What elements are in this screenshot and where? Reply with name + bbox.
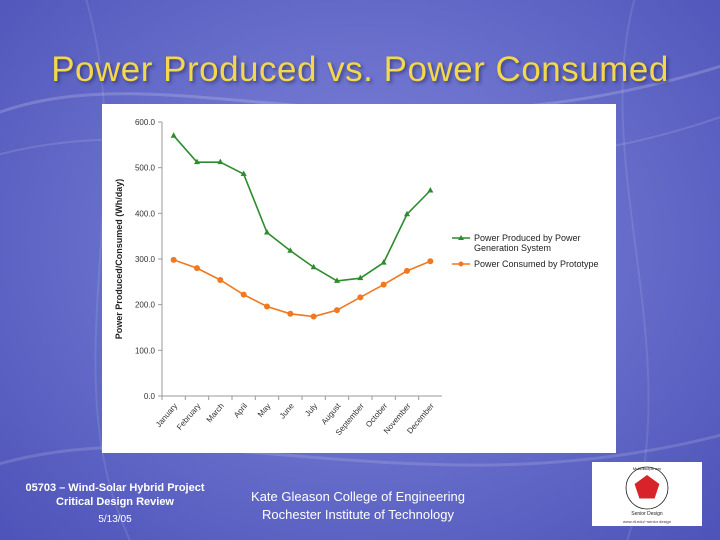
- data-point-produced: [240, 170, 247, 177]
- data-point-produced: [287, 247, 294, 253]
- data-point-produced: [427, 187, 434, 193]
- data-point-consumed: [264, 303, 270, 310]
- legend-label: Power Produced by Power: [474, 233, 581, 243]
- logo-text-mid: Senior Design: [631, 511, 663, 517]
- data-point-produced: [194, 158, 200, 165]
- legend-marker: [458, 261, 464, 267]
- data-point-consumed: [240, 291, 247, 298]
- data-point-produced: [334, 277, 340, 283]
- data-point-produced: [380, 259, 387, 265]
- data-point-consumed: [310, 313, 317, 320]
- college-name: Kate Gleason College of Engineering: [251, 489, 465, 504]
- logo-text-top: Multidisciplinary: [633, 466, 661, 471]
- data-point-consumed: [217, 277, 224, 284]
- legend-label: Generation System: [474, 243, 551, 253]
- y-tick-label: 400.0: [135, 209, 156, 218]
- data-point-consumed: [404, 267, 410, 274]
- x-tick-label: June: [278, 401, 296, 420]
- slide-title: Power Produced vs. Power Consumed: [51, 50, 669, 89]
- y-axis-label: Power Produced/Consumed (Wh/day): [114, 179, 124, 340]
- x-tick-label: February: [175, 402, 202, 432]
- data-point-produced: [357, 274, 364, 281]
- x-tick-label: May: [256, 402, 273, 419]
- data-point-consumed: [357, 294, 364, 301]
- data-point-produced: [404, 210, 410, 217]
- x-tick-label: March: [205, 402, 226, 425]
- review-date: 5/13/05: [98, 514, 132, 525]
- data-point-consumed: [427, 258, 434, 265]
- data-point-produced: [217, 158, 224, 165]
- legend-marker: [458, 235, 464, 240]
- data-point-produced: [170, 132, 177, 138]
- y-tick-label: 500.0: [135, 164, 156, 173]
- review-name: Critical Design Review: [56, 496, 174, 508]
- footer-institution: Kate Gleason College of Engineering Roch…: [228, 488, 488, 524]
- data-point-produced: [310, 263, 317, 270]
- footer-project-info: 05703 – Wind-Solar Hybrid Project Critic…: [12, 481, 218, 527]
- y-tick-label: 100.0: [135, 346, 156, 355]
- legend-label: Power Consumed by Prototype: [474, 259, 599, 269]
- logo-icon: Multidisciplinary Senior Design www.rit.ed…: [623, 466, 671, 524]
- x-tick-label: April: [232, 401, 249, 419]
- logo-ring: [625, 466, 669, 510]
- data-point-produced: [264, 229, 270, 235]
- y-tick-label: 0.0: [144, 392, 156, 401]
- project-name: 05703 – Wind-Solar Hybrid Project: [25, 482, 205, 494]
- line-chart: Power Produced/Consumed (Wh/day) Power P…: [114, 118, 599, 437]
- senior-design-logo: Multidisciplinary Senior Design www.rit.ed…: [592, 462, 702, 526]
- series-line-2: [173, 259, 431, 318]
- logo-pentagon: [634, 475, 660, 499]
- x-tick-label: August: [320, 401, 343, 426]
- data-point-consumed: [380, 281, 387, 288]
- data-point-consumed: [194, 265, 200, 272]
- y-tick-label: 300.0: [135, 255, 156, 264]
- series-line-1: [173, 135, 431, 282]
- institute-name: Rochester Institute of Technology: [262, 507, 454, 522]
- data-point-consumed: [170, 256, 177, 263]
- chart-container: Power Produced/Consumed (Wh/day) Power P…: [102, 104, 616, 453]
- y-tick-label: 200.0: [135, 301, 156, 310]
- x-tick-label: July: [303, 402, 319, 419]
- data-point-consumed: [334, 307, 340, 314]
- y-tick-label: 600.0: [135, 118, 156, 127]
- data-point-consumed: [287, 310, 294, 317]
- logo-text-bottom: www.rit.edu/~senior design: [623, 519, 671, 524]
